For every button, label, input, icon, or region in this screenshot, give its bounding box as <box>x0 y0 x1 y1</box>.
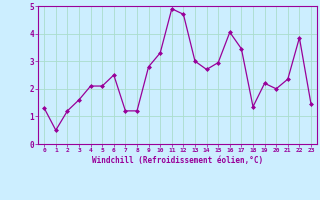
X-axis label: Windchill (Refroidissement éolien,°C): Windchill (Refroidissement éolien,°C) <box>92 156 263 165</box>
